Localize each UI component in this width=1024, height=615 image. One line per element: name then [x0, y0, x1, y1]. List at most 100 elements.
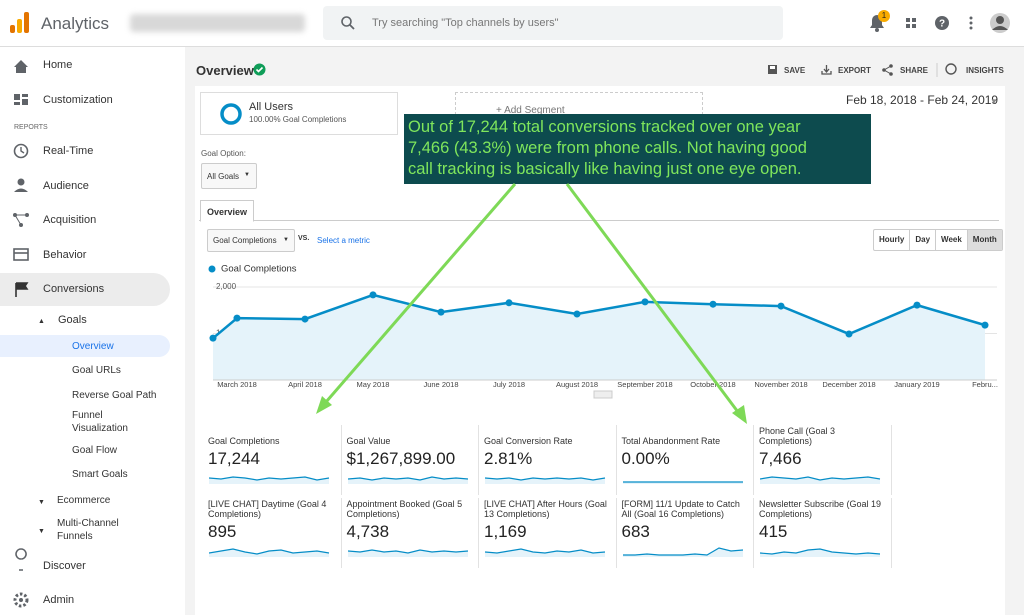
- account-blur: [130, 14, 305, 32]
- metric-tile[interactable]: [LIVE CHAT] After Hours (Goal 13 Complet…: [478, 498, 616, 568]
- metric-tile[interactable]: [LIVE CHAT] Daytime (Goal 4 Completions)…: [203, 498, 340, 568]
- nav-goal-item[interactable]: Funnel Visualization: [72, 410, 128, 434]
- product-name: Analytics: [41, 14, 110, 33]
- metric-tile[interactable]: [FORM] 11/1 Update to Catch All (Goal 16…: [615, 498, 754, 568]
- point: [369, 291, 377, 299]
- metric-value: 7,466: [759, 449, 802, 468]
- metric-select-value: Goal Completions: [213, 236, 277, 245]
- metric-value: 415: [759, 522, 788, 541]
- sparkline: [760, 476, 881, 484]
- nav-behavior[interactable]: Behavior: [43, 249, 87, 261]
- caret: ▼: [283, 237, 289, 243]
- sparkline: [485, 548, 606, 557]
- annotation-box: Out of 17,244 total conversions tracked …: [404, 114, 871, 184]
- legend-dot: [208, 265, 216, 273]
- nav-goal-item[interactable]: Reverse Goal Path: [72, 390, 157, 401]
- metric-label: Goal Conversion Rate: [484, 436, 573, 446]
- sparkline: [485, 477, 606, 484]
- action-export[interactable]: EXPORT: [838, 66, 871, 75]
- annotation-line: 7,466 (43.3%) were from phone calls. Not…: [408, 139, 807, 157]
- sparkline-line: [209, 548, 330, 555]
- nav-goal-item[interactable]: Goal URLs: [72, 365, 121, 376]
- metric-value: 2.81%: [484, 449, 533, 468]
- top-bar: Analytics Try searching "Top channels by…: [0, 0, 1024, 47]
- point: [437, 308, 445, 316]
- chart-handle[interactable]: [593, 390, 613, 399]
- metric-label: [LIVE CHAT] Daytime (Goal 4 Completions): [208, 499, 327, 519]
- nav-multichannel[interactable]: Multi-Channel Funnels: [57, 518, 119, 542]
- point: [233, 314, 241, 322]
- nav-ecommerce[interactable]: Ecommerce: [57, 495, 111, 506]
- nav-audience[interactable]: Audience: [43, 180, 89, 192]
- metric-tile[interactable]: Newsletter Subscribe (Goal 19 Completion…: [753, 498, 892, 568]
- point: [845, 330, 853, 338]
- nav-goal-item[interactable]: Goal Flow: [72, 445, 118, 456]
- metric-label: Phone Call (Goal 3 Completions): [759, 426, 836, 446]
- metric-label: [LIVE CHAT] After Hours (Goal 13 Complet…: [484, 499, 607, 519]
- action-save[interactable]: SAVE: [784, 66, 806, 75]
- legend-label: Goal Completions: [221, 264, 297, 275]
- nav-customization[interactable]: Customization: [43, 94, 113, 106]
- page-title: Overview: [196, 63, 254, 78]
- metric-value: 895: [208, 522, 237, 541]
- segment-detail: 100.00% Goal Completions: [249, 115, 347, 124]
- x-tick-label: December 2018: [822, 380, 875, 389]
- metric-label: Appointment Booked (Goal 5 Completions): [346, 499, 463, 519]
- sparkline-line: [760, 476, 881, 481]
- point: [981, 321, 989, 329]
- metric-tile[interactable]: Goal Value $1,267,899.00: [340, 425, 479, 495]
- date-caret: ▼: [990, 97, 998, 106]
- add-segment-label: + Add Segment: [496, 105, 565, 116]
- sparkline-line: [347, 476, 468, 481]
- nav-conversions[interactable]: Conversions: [43, 283, 105, 295]
- metric-value: 0.00%: [621, 449, 670, 468]
- search-box[interactable]: Try searching "Top channels by users": [323, 6, 783, 40]
- x-tick-label: August 2018: [556, 380, 598, 389]
- segment-card[interactable]: All Users 100.00% Goal Completions: [200, 92, 398, 135]
- tab[interactable]: Overview: [200, 200, 254, 222]
- nav-realtime[interactable]: Real-Time: [43, 145, 94, 157]
- nav-goal-item[interactable]: Overview: [72, 341, 114, 352]
- nav-goal-item[interactable]: Smart Goals: [72, 469, 128, 480]
- caret: ▼: [38, 528, 45, 535]
- logo: [10, 12, 29, 33]
- metric-label: Total Abandonment Rate: [621, 436, 721, 446]
- nav-admin[interactable]: Admin: [43, 594, 75, 606]
- granularity-button[interactable]: Month: [967, 230, 1002, 250]
- goal-option-select[interactable]: All Goals ▼: [201, 163, 257, 189]
- action-insights[interactable]: INSIGHTS: [966, 66, 1004, 75]
- nav-goals[interactable]: Goals: [58, 314, 87, 326]
- metric-select[interactable]: Goal Completions ▼: [207, 229, 295, 252]
- point: [301, 315, 309, 323]
- top-icons: ?: [870, 13, 1010, 33]
- annotation-text: Out of 17,244 total conversions tracked …: [408, 117, 807, 180]
- granularity-button[interactable]: Week: [936, 230, 968, 250]
- goal-option-label: Goal Option:: [201, 149, 246, 158]
- metric-tile[interactable]: Appointment Booked (Goal 5 Completions) 4…: [340, 498, 479, 568]
- granularity-buttons: Hourly Day Week Month: [873, 229, 1003, 251]
- x-tick-label: September 2018: [617, 380, 672, 389]
- sparkline-line: [485, 477, 606, 481]
- date-range[interactable]: Feb 18, 2018 - Feb 24, 2019: [846, 93, 999, 107]
- sparkline-line: [485, 548, 606, 554]
- granularity-button[interactable]: Day: [910, 230, 937, 250]
- granularity-button[interactable]: Hourly: [874, 230, 911, 250]
- nav-home[interactable]: Home: [43, 59, 73, 71]
- metric-value: 17,244: [208, 449, 260, 468]
- x-tick-label: January 2019: [894, 380, 939, 389]
- nav-active-section: [0, 273, 170, 306]
- nav-acquisition[interactable]: Acquisition: [43, 214, 97, 226]
- x-tick-label: Febru...: [972, 380, 998, 389]
- sidebar: Home Customization REPORTS Real-Time Aud…: [0, 47, 185, 615]
- metric-tile[interactable]: Total Abandonment Rate 0.00%: [615, 425, 754, 495]
- nav-discover[interactable]: Discover: [43, 560, 86, 572]
- metric-value: $1,267,899.00: [346, 449, 456, 468]
- metric-label: [FORM] 11/1 Update to Catch All (Goal 16…: [621, 499, 740, 519]
- x-tick-label: October 2018: [690, 380, 735, 389]
- vs-label: VS.: [298, 235, 310, 242]
- metric-tile[interactable]: Phone Call (Goal 3 Completions) 7,466: [753, 425, 892, 495]
- x-tick-label: June 2018: [423, 380, 458, 389]
- action-share[interactable]: SHARE: [900, 66, 929, 75]
- metric-tile[interactable]: Goal Conversion Rate 2.81%: [478, 425, 616, 495]
- metric-tile[interactable]: Goal Completions 17,244: [203, 425, 340, 495]
